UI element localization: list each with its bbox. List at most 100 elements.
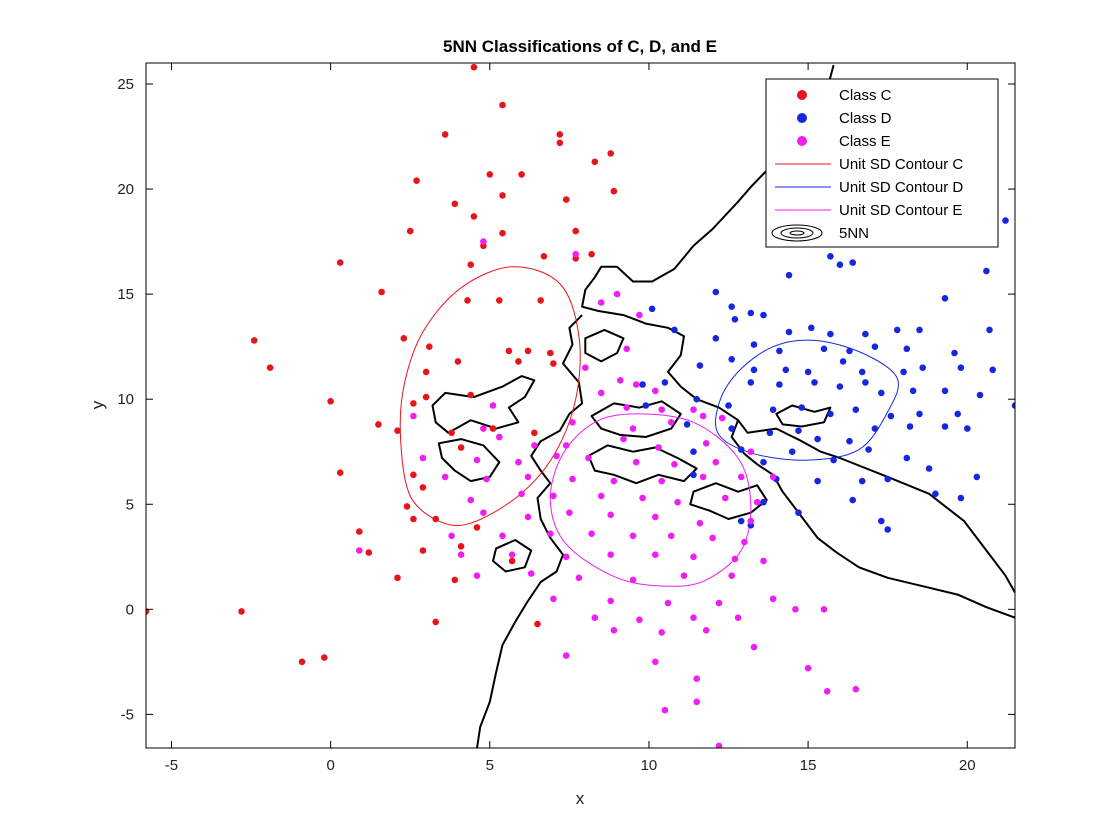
data-point (731, 316, 739, 323)
data-point (527, 570, 535, 577)
data-point (623, 345, 630, 353)
data-point (661, 706, 669, 714)
data-point (508, 557, 516, 565)
data-point (699, 412, 707, 420)
data-point (572, 227, 579, 235)
data-point (747, 379, 755, 386)
data-point (607, 511, 614, 519)
data-point (629, 576, 637, 584)
data-point (419, 454, 427, 462)
data-point (413, 177, 420, 184)
data-point (451, 576, 459, 584)
data-point (486, 171, 494, 178)
data-point (792, 606, 799, 613)
data-point (900, 368, 907, 376)
data-point (827, 330, 834, 338)
data-point (712, 288, 720, 296)
x-tick-label: 10 (641, 757, 658, 774)
data-point (448, 429, 455, 437)
data-point (636, 616, 643, 624)
data-point (718, 414, 726, 422)
legend-marker (797, 113, 807, 123)
data-point (690, 553, 697, 561)
legend-entry: Unit SD Contour E (775, 202, 962, 219)
data-point (327, 398, 334, 405)
data-point (804, 368, 812, 376)
data-point (394, 427, 401, 435)
y-tick-label: 15 (117, 286, 134, 303)
data-point (760, 557, 767, 565)
legend-contour-inner (789, 230, 805, 236)
legend-label: Class E (839, 133, 891, 150)
data-point (973, 473, 981, 481)
legend-entry: Unit SD Contour C (775, 156, 963, 173)
data-point (550, 595, 557, 603)
data-point (827, 410, 834, 418)
legend-label: Class C (839, 87, 892, 104)
data-point (871, 343, 879, 351)
knn-boundary-contour (581, 64, 1015, 593)
data-point (671, 326, 678, 334)
data-point (820, 606, 828, 613)
data-point (667, 532, 675, 540)
data-point (499, 192, 506, 199)
y-axis-label: y (88, 400, 107, 409)
data-point (642, 402, 650, 409)
data-point (836, 383, 844, 390)
data-point (690, 614, 697, 621)
data-point (591, 158, 599, 166)
data-point (941, 387, 949, 395)
data-point (690, 406, 697, 414)
data-point (737, 517, 745, 525)
data-point (419, 547, 427, 554)
data-point (518, 490, 525, 498)
data-point (696, 362, 704, 369)
data-point (566, 509, 573, 516)
data-point (728, 356, 735, 363)
data-point (753, 498, 761, 506)
data-point (798, 404, 805, 411)
data-point (632, 381, 640, 388)
data-point (878, 517, 885, 525)
legend-contour-outer (771, 224, 823, 242)
data-point (852, 406, 860, 414)
data-point (846, 347, 853, 355)
data-point (591, 614, 599, 621)
data-point (470, 213, 478, 220)
data-point (607, 597, 614, 605)
data-point (448, 532, 455, 540)
x-tick-label: -5 (165, 757, 178, 774)
data-point (575, 574, 583, 582)
data-point (496, 433, 503, 441)
data-point (467, 391, 475, 399)
data-point (432, 618, 440, 626)
data-point (473, 572, 481, 579)
legend-label: Class D (839, 110, 892, 127)
data-point (457, 444, 465, 451)
data-point (464, 297, 471, 304)
data-point (741, 538, 748, 546)
knn-boundary-layer (431, 64, 1015, 748)
data-point (613, 290, 621, 298)
data-point (667, 419, 675, 426)
data-point (795, 509, 802, 516)
data-point (496, 297, 503, 304)
data-point (480, 425, 487, 432)
data-point (919, 364, 926, 372)
data-point (321, 654, 328, 661)
data-point (632, 458, 640, 466)
data-point (986, 326, 993, 334)
data-point (451, 200, 459, 208)
data-point (916, 410, 923, 418)
data-point (728, 425, 735, 432)
series-class-e (356, 238, 860, 748)
data-point (524, 473, 532, 481)
data-point (588, 530, 595, 537)
data-point (562, 652, 570, 659)
data-point (693, 675, 700, 682)
data-point (737, 446, 745, 453)
data-point (607, 551, 614, 558)
y-tick-label: 20 (117, 181, 134, 198)
data-point (652, 551, 659, 558)
data-point (470, 63, 478, 71)
